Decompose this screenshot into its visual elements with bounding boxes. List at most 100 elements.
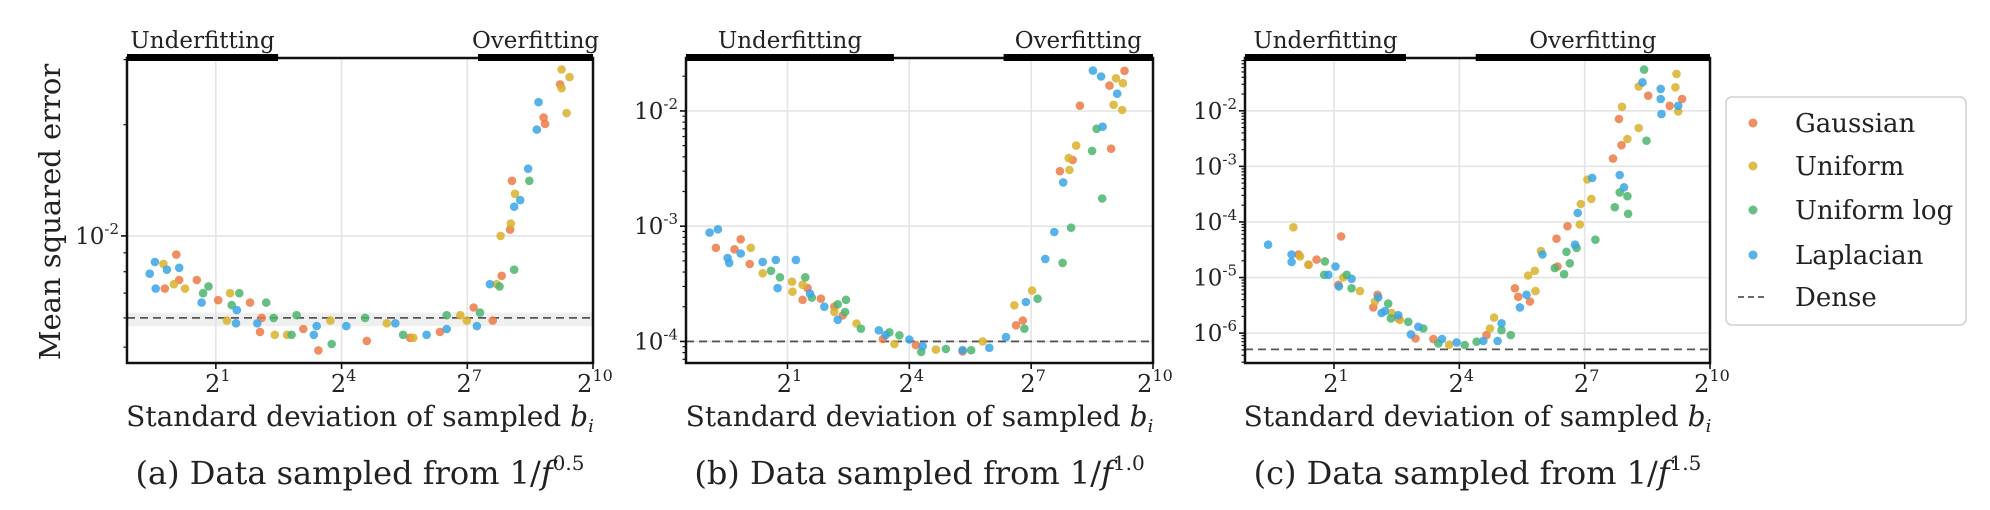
caption-exponent: 1.0 <box>1113 451 1145 475</box>
x-tick-exponent: 7 <box>472 366 482 385</box>
data-point <box>911 340 921 350</box>
data-point <box>151 284 160 293</box>
data-point <box>1634 123 1643 133</box>
data-point <box>562 108 571 118</box>
data-point <box>1550 263 1560 273</box>
data-point <box>1617 140 1626 150</box>
legend-item-uniform-log: Uniform log <box>1748 196 1953 226</box>
data-point <box>422 330 431 340</box>
data-point <box>1562 247 1571 257</box>
series-laplacian <box>1263 78 1683 347</box>
data-point <box>1656 84 1665 94</box>
data-point <box>1677 94 1687 104</box>
data-point <box>1576 199 1586 209</box>
x-tick-base: 2 <box>577 370 592 398</box>
data-point <box>745 259 754 269</box>
data-point <box>1672 69 1681 79</box>
data-point <box>532 125 542 134</box>
data-point <box>435 327 445 337</box>
data-point <box>1336 232 1346 241</box>
series-gaussian <box>711 66 1129 356</box>
data-point <box>299 324 308 334</box>
y-tick-base: 10 <box>634 329 663 355</box>
legend-item-dense: Dense <box>1738 283 1877 313</box>
data-point <box>1334 282 1344 291</box>
data-point <box>1472 337 1481 347</box>
caption-exponent: 1.5 <box>1670 451 1702 475</box>
data-point <box>816 294 826 304</box>
data-point <box>1106 144 1116 153</box>
series-laplacian <box>145 97 543 340</box>
caption-text: (a) Data sampled from 1/ <box>136 454 542 492</box>
x-tick-label: 24 <box>1449 366 1474 398</box>
data-point <box>472 321 482 331</box>
data-point <box>160 284 170 293</box>
data-point <box>1587 194 1596 204</box>
y-tick-exponent: -3 <box>1222 150 1237 168</box>
x-tick-base: 2 <box>777 370 792 398</box>
data-point <box>1347 274 1356 284</box>
data-point <box>1615 170 1624 180</box>
data-point <box>469 303 478 312</box>
data-point <box>245 298 255 307</box>
x-tick-exponent: 4 <box>914 366 924 385</box>
data-point <box>1639 65 1649 74</box>
data-point <box>746 243 756 253</box>
data-point <box>509 265 519 275</box>
data-point <box>1263 240 1273 249</box>
data-point <box>496 231 505 241</box>
data-point <box>1386 314 1396 323</box>
data-point <box>881 330 890 340</box>
data-point <box>557 65 566 74</box>
region-label-underfitting: Underfitting <box>130 28 275 54</box>
legend-marker <box>1748 118 1758 128</box>
y-tick-base: 10 <box>1193 210 1222 236</box>
x-tick-base: 2 <box>1694 370 1709 398</box>
data-point <box>174 263 184 273</box>
x-axis-label-text: Standard deviation of sampled <box>126 400 570 433</box>
legend-label: Uniform log <box>1795 196 1953 226</box>
x-axis-label-subscript: i <box>588 416 594 437</box>
data-point <box>506 219 516 228</box>
data-point <box>1109 100 1118 110</box>
data-point <box>169 279 179 289</box>
data-point <box>287 330 296 340</box>
data-point <box>1066 223 1076 232</box>
region-bar-overfitting <box>1475 54 1710 61</box>
data-point <box>1406 330 1416 339</box>
data-point <box>1642 136 1651 145</box>
data-point <box>162 265 172 275</box>
data-point <box>198 288 208 298</box>
data-point <box>840 307 850 317</box>
data-point <box>1404 317 1413 327</box>
data-point <box>1570 240 1580 249</box>
y-tick-base: 10 <box>1193 99 1222 125</box>
caption-text: (c) Data sampled from 1/ <box>1254 454 1658 492</box>
data-point <box>1525 297 1535 306</box>
series-uniform <box>746 74 1128 354</box>
legend-marker <box>1748 161 1758 171</box>
data-point <box>1623 209 1633 219</box>
data-point <box>830 307 839 317</box>
data-point <box>327 339 337 349</box>
x-axis-label-variable: b <box>1130 400 1148 433</box>
x-tick-label: 210 <box>1137 366 1173 398</box>
data-point <box>1552 234 1561 243</box>
data-point <box>773 283 782 293</box>
data-point <box>1506 330 1516 340</box>
data-point <box>1071 141 1081 150</box>
data-point <box>409 333 418 343</box>
region-bar-overfitting <box>478 54 593 61</box>
data-point <box>1289 223 1298 232</box>
x-tick-base: 2 <box>457 370 472 398</box>
data-point <box>787 277 797 287</box>
data-point <box>1657 109 1666 119</box>
data-point <box>1097 194 1107 203</box>
data-point <box>713 225 723 234</box>
data-point <box>269 313 278 323</box>
data-point <box>1027 286 1037 295</box>
series-uniform-log <box>766 124 1107 357</box>
data-point <box>841 295 851 305</box>
data-point <box>509 202 519 211</box>
